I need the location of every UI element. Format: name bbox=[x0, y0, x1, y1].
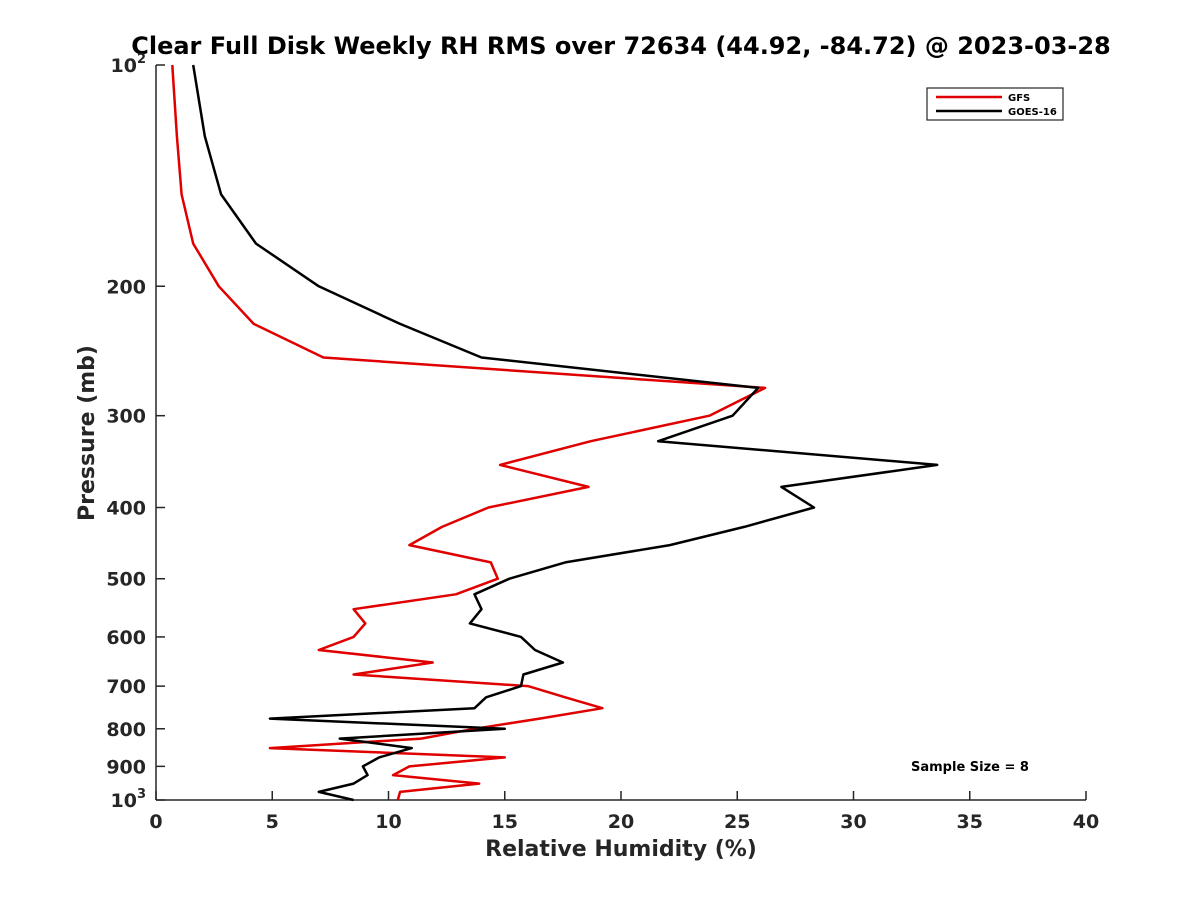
x-axis-label: Relative Humidity (%) bbox=[485, 837, 757, 862]
series-line-goes16 bbox=[191, 64, 939, 802]
y-tick-base: 10 bbox=[111, 55, 137, 77]
y-tick-label: 900 bbox=[106, 756, 146, 778]
legend-box bbox=[926, 87, 1064, 121]
y-tick-exponent: 3 bbox=[137, 787, 146, 802]
x-tick-label: 40 bbox=[1073, 811, 1099, 833]
x-tick-label: 25 bbox=[724, 811, 750, 833]
sample-size-annotation: Sample Size = 8 bbox=[911, 760, 1029, 775]
y-axis-label: Pressure (mb) bbox=[75, 345, 100, 521]
y-tick-label: 400 bbox=[106, 498, 146, 520]
x-tick-label: 15 bbox=[492, 811, 518, 833]
series-layer bbox=[171, 64, 939, 802]
y-tick-label: 200 bbox=[106, 276, 146, 298]
x-tick-label: 0 bbox=[149, 811, 162, 833]
x-tick-label: 20 bbox=[608, 811, 634, 833]
y-tick-exponent: 2 bbox=[137, 52, 146, 67]
legend-label-goes16: GOES-16 bbox=[1008, 107, 1057, 118]
x-tick-label: 35 bbox=[957, 811, 983, 833]
series-line-gfs bbox=[171, 64, 767, 801]
x-tick-label: 5 bbox=[266, 811, 279, 833]
y-tick-label: 103 bbox=[111, 787, 147, 812]
x-axis-ticks: 0 5 10 15 20 25 30 35 40 bbox=[149, 791, 1099, 833]
y-tick-label: 700 bbox=[106, 676, 146, 698]
chart-title: Clear Full Disk Weekly RH RMS over 72634… bbox=[131, 32, 1111, 60]
y-tick-label: 500 bbox=[106, 569, 146, 591]
y-tick-label: 102 bbox=[111, 52, 147, 77]
y-tick-label: 300 bbox=[106, 406, 146, 428]
legend: GFS GOES-16 bbox=[926, 87, 1064, 121]
x-tick-label: 30 bbox=[840, 811, 866, 833]
y-tick-base: 10 bbox=[111, 790, 137, 812]
y-tick-label: 800 bbox=[106, 719, 146, 741]
y-tick-label: 600 bbox=[106, 627, 146, 649]
legend-label-gfs: GFS bbox=[1008, 93, 1030, 104]
x-tick-label: 10 bbox=[375, 811, 401, 833]
